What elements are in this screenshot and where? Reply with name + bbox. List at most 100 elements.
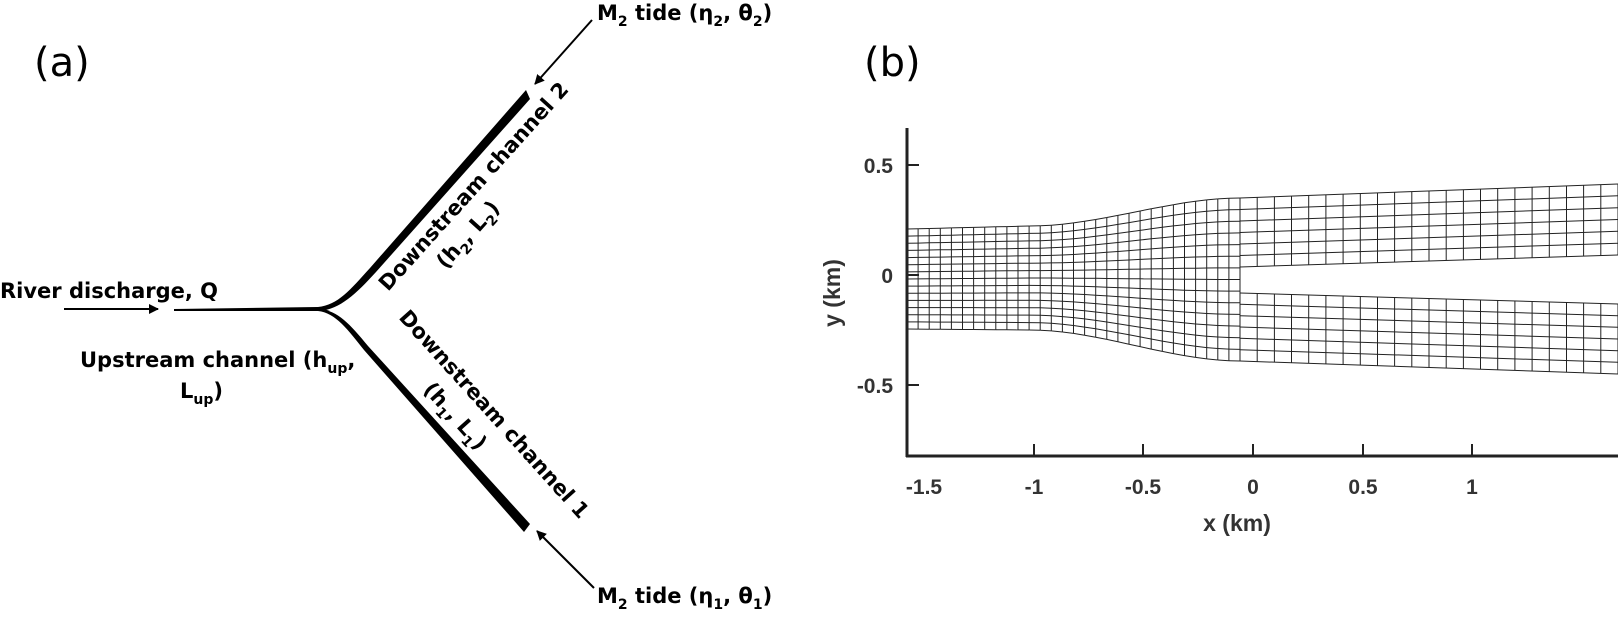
mesh-line	[1073, 293, 1085, 295]
mesh-line	[1095, 243, 1107, 246]
mesh-line	[1162, 225, 1174, 228]
mesh-line	[1106, 312, 1118, 316]
mesh-line	[1106, 338, 1119, 343]
x-tick-label-0: 0	[1247, 476, 1259, 499]
mesh-line	[1173, 256, 1185, 259]
mesh-line	[1051, 307, 1063, 310]
mesh-line	[1184, 344, 1196, 347]
mesh-line	[1162, 340, 1174, 344]
mesh-line	[1173, 321, 1185, 324]
mesh-line	[1062, 293, 1074, 295]
mesh-line	[1117, 296, 1130, 298]
mesh-line	[1140, 326, 1152, 330]
mesh-line	[1162, 330, 1174, 333]
mesh-line	[1195, 345, 1207, 349]
mesh-line	[1140, 228, 1152, 231]
mesh-line	[1206, 358, 1218, 361]
mesh-line	[1051, 322, 1063, 325]
mesh-line	[1084, 334, 1096, 338]
mesh-line	[1151, 298, 1163, 301]
mesh-line	[1106, 214, 1118, 218]
mesh-line	[1162, 299, 1174, 301]
mesh-line	[1239, 207, 1618, 222]
mesh-line	[1140, 307, 1152, 310]
x-tick-label--1: -1	[1025, 476, 1044, 499]
mesh-line	[1217, 359, 1229, 362]
mesh-line	[1095, 217, 1107, 220]
mesh-line	[1195, 210, 1207, 213]
mesh-line	[1073, 237, 1085, 240]
mesh-line	[1239, 337, 1618, 352]
mesh-line	[1106, 304, 1118, 307]
tide-top-label: M2 tide (η2, θ2)	[597, 1, 772, 30]
y-ticks	[907, 164, 919, 386]
mesh-line	[1117, 240, 1130, 243]
mesh-line	[1195, 356, 1207, 360]
mesh-line	[1184, 311, 1196, 314]
mesh-line	[1084, 310, 1096, 313]
mesh-line	[1084, 235, 1096, 239]
mesh-line	[1151, 338, 1163, 342]
mesh-line	[1162, 246, 1174, 249]
upstream-channel-label: Upstream channel (hup,	[80, 348, 355, 377]
mesh-line	[1140, 297, 1152, 300]
mesh-line	[1051, 223, 1063, 226]
channel-2-name: Downstream channel 2	[374, 77, 574, 295]
mesh-line	[1051, 300, 1063, 302]
mesh-line	[1140, 238, 1152, 241]
x-tick-label--1.5: -1.5	[906, 476, 943, 499]
mesh-line	[1084, 302, 1096, 305]
mesh-line	[1062, 316, 1074, 319]
mesh-line	[1239, 292, 1618, 305]
mesh-line	[1084, 261, 1096, 263]
mesh-line	[1128, 315, 1141, 319]
mesh-line	[1095, 319, 1107, 323]
mesh-line	[1140, 248, 1152, 251]
mesh-line	[1173, 224, 1185, 227]
mesh-line	[1239, 303, 1618, 317]
downstream-channel-2	[318, 90, 530, 311]
mesh-line	[1173, 213, 1185, 216]
mesh-line	[1140, 218, 1152, 222]
mesh-line	[1095, 260, 1107, 262]
x-ticks	[1033, 444, 1473, 456]
mesh-line	[1128, 287, 1141, 289]
mesh-line	[1062, 222, 1074, 225]
x-tick-label-1: 1	[1466, 476, 1478, 499]
mesh-line	[1239, 230, 1618, 245]
mesh-line	[1239, 219, 1618, 233]
mesh-line	[1184, 333, 1196, 336]
panel-b-label: (b)	[864, 40, 921, 86]
mesh-line	[1095, 303, 1107, 306]
mesh-line	[1195, 323, 1207, 326]
mesh-line	[1151, 247, 1163, 250]
mesh-line	[1040, 322, 1052, 324]
mesh-line	[1084, 252, 1096, 255]
mesh-line	[1106, 330, 1118, 334]
mesh-line	[1206, 209, 1218, 212]
mesh-line	[1062, 246, 1074, 248]
mesh-line	[1195, 222, 1207, 224]
mesh-line	[1106, 242, 1118, 245]
mesh-line	[1195, 233, 1207, 236]
mesh-line	[1073, 253, 1085, 255]
mesh-line	[1184, 355, 1196, 358]
mesh-line	[1051, 330, 1063, 333]
mesh-line	[1128, 334, 1141, 338]
mesh-line	[1062, 230, 1074, 233]
tide-bottom-arrow	[536, 530, 595, 589]
mesh-line	[1151, 348, 1163, 352]
mesh-line	[1151, 237, 1163, 240]
mesh-line	[1239, 195, 1618, 210]
mesh-line	[1184, 234, 1196, 237]
panel-a-label: (a)	[34, 40, 90, 86]
mesh-line	[1095, 225, 1107, 229]
mesh-line	[1040, 232, 1052, 234]
upstream-channel-label-line2: Lup)	[180, 379, 223, 408]
mesh-line	[1051, 239, 1063, 241]
mesh-line	[1106, 232, 1118, 236]
mesh-line	[1117, 323, 1130, 326]
mesh-line	[1173, 299, 1185, 302]
mesh-line	[1073, 245, 1085, 248]
mesh-line	[1140, 336, 1152, 340]
